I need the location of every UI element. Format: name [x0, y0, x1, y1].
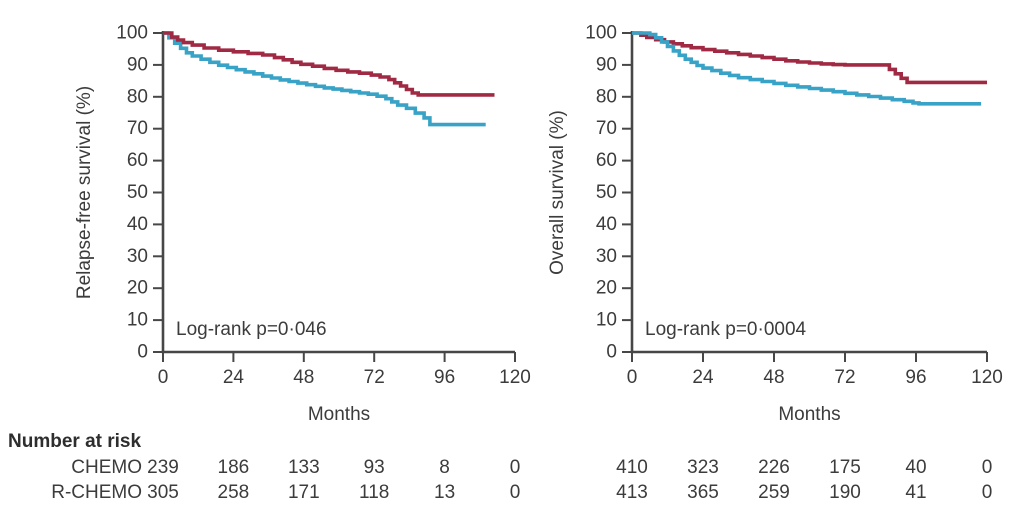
risk-count: 226	[758, 457, 790, 478]
risk-count: 365	[687, 482, 719, 503]
y-tick-label: 0	[606, 342, 617, 363]
y-tick-label: 70	[127, 118, 148, 139]
x-tick-label: 96	[905, 367, 926, 388]
risk-count: 413	[616, 482, 648, 503]
y-tick-label: 60	[127, 150, 148, 171]
logrank-annotation: Log-rank p=0·046	[176, 319, 327, 340]
risk-count: 410	[616, 457, 648, 478]
risk-count: 305	[147, 482, 179, 503]
x-tick-label: 0	[158, 367, 169, 388]
risk-count: 259	[758, 482, 790, 503]
y-tick-label: 100	[116, 23, 148, 44]
risk-count: 175	[829, 457, 861, 478]
risk-count: 40	[905, 457, 927, 478]
risk-count: 186	[217, 457, 250, 478]
y-tick-label: 30	[127, 246, 148, 267]
y-tick-label: 30	[596, 246, 617, 267]
y-tick-label: 50	[596, 182, 617, 203]
x-tick-label: 24	[223, 367, 245, 388]
x-tick-label: 48	[293, 367, 314, 388]
risk-count: 258	[217, 482, 250, 503]
x-tick-label: 120	[971, 367, 1003, 388]
y-axis-title: Relapse-free survival (%)	[74, 86, 95, 299]
y-tick-label: 90	[127, 54, 148, 75]
y-tick-label: 60	[596, 150, 617, 171]
x-tick-label: 48	[763, 367, 784, 388]
x-tick-label: 120	[499, 367, 531, 388]
logrank-annotation: Log-rank p=0·0004	[645, 319, 807, 340]
risk-count: 0	[981, 482, 993, 503]
x-tick-label: 72	[834, 367, 855, 388]
y-tick-label: 20	[596, 278, 617, 299]
y-tick-label: 20	[127, 278, 148, 299]
y-tick-label: 10	[596, 310, 617, 331]
risk-count: 239	[147, 457, 179, 478]
y-tick-label: 0	[137, 342, 148, 363]
y-axis-title: Overall survival (%)	[547, 110, 568, 275]
y-tick-label: 100	[585, 23, 617, 44]
y-tick-label: 70	[596, 118, 617, 139]
y-tick-label: 80	[596, 86, 617, 107]
risk-count: 190	[829, 482, 861, 503]
series-chemo-curve	[632, 31, 982, 106]
x-axis-label: Months	[778, 404, 840, 425]
x-tick-label: 72	[364, 367, 385, 388]
number-at-risk-title: Number at risk	[8, 431, 142, 452]
risk-count: 93	[363, 457, 385, 478]
y-tick-label: 90	[596, 54, 617, 75]
risk-count: 0	[981, 457, 993, 478]
y-tick-label: 40	[127, 214, 148, 235]
risk-count: 323	[687, 457, 719, 478]
series-r-chemo-curve	[163, 31, 495, 97]
y-tick-label: 10	[127, 310, 148, 331]
x-tick-label: 24	[692, 367, 714, 388]
y-tick-label: 40	[596, 214, 617, 235]
x-tick-label: 96	[434, 367, 455, 388]
y-tick-label: 50	[127, 182, 148, 203]
risk-count: 0	[509, 482, 521, 503]
risk-count: 133	[287, 457, 320, 478]
risk-count: 8	[439, 457, 450, 478]
x-tick-label: 0	[627, 367, 638, 388]
x-axis-label: Months	[308, 404, 370, 425]
risk-row-label-r-chemo: R-CHEMO	[51, 482, 142, 503]
risk-count: 41	[905, 482, 927, 503]
y-tick-label: 80	[127, 86, 148, 107]
risk-count: 118	[359, 482, 390, 503]
risk-count: 13	[434, 482, 456, 503]
risk-count: 0	[509, 457, 521, 478]
risk-row-label-chemo: CHEMO	[71, 457, 142, 478]
risk-count: 171	[287, 482, 320, 503]
series-chemo-curve	[163, 31, 486, 127]
